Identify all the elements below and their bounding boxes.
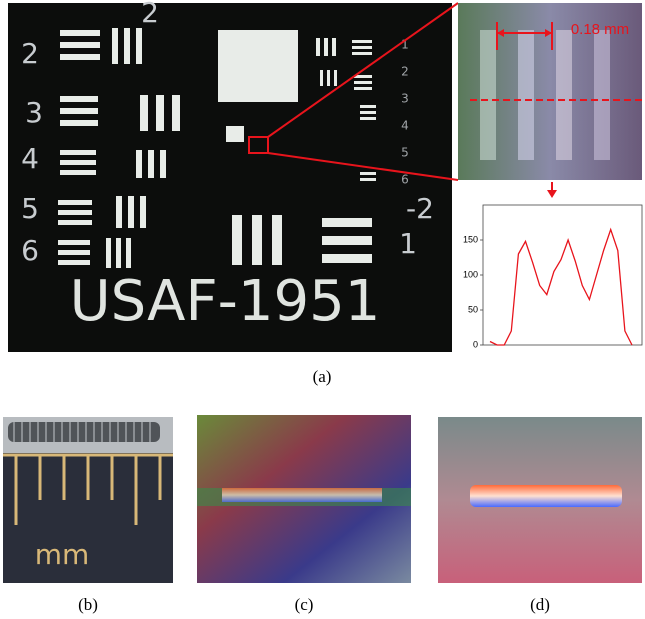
scale-label: 0.18 mm — [571, 21, 629, 38]
group-number: 2 — [141, 0, 159, 29]
group-number: 2 — [21, 37, 39, 70]
caption: (c) — [295, 595, 314, 614]
spring-ruler-image: mm — [3, 417, 173, 583]
zoom-image: 0.18 mm — [458, 3, 642, 198]
figure: USAF-1951 223456-21 123456 0.18 mm 05010… — [0, 0, 645, 619]
element-number: 2 — [401, 65, 409, 79]
element-number: 3 — [401, 92, 409, 106]
element-number: 5 — [401, 146, 409, 160]
element-number: 6 — [401, 173, 409, 187]
group-number: 5 — [21, 192, 39, 225]
y-tick-label: 150 — [463, 234, 478, 244]
y-tick-label: 50 — [468, 304, 478, 314]
target-text: USAF-1951 — [70, 269, 381, 334]
reference-image — [438, 417, 642, 583]
group-number: 1 — [399, 227, 417, 260]
element-number: 4 — [401, 119, 409, 133]
reconstruction-image — [197, 415, 411, 583]
caption: (b) — [78, 595, 98, 614]
y-tick-label: 0 — [473, 339, 478, 349]
group-number: -2 — [406, 192, 434, 225]
group-number: 3 — [25, 96, 43, 129]
group-number: 4 — [21, 142, 39, 175]
group-number: 6 — [21, 234, 39, 267]
caption: (d) — [530, 595, 550, 614]
y-tick-label: 100 — [463, 269, 478, 279]
profile-chart: 0 50 100 150 — [463, 205, 642, 349]
ruler-unit: mm — [35, 538, 90, 571]
caption: (a) — [313, 367, 332, 386]
